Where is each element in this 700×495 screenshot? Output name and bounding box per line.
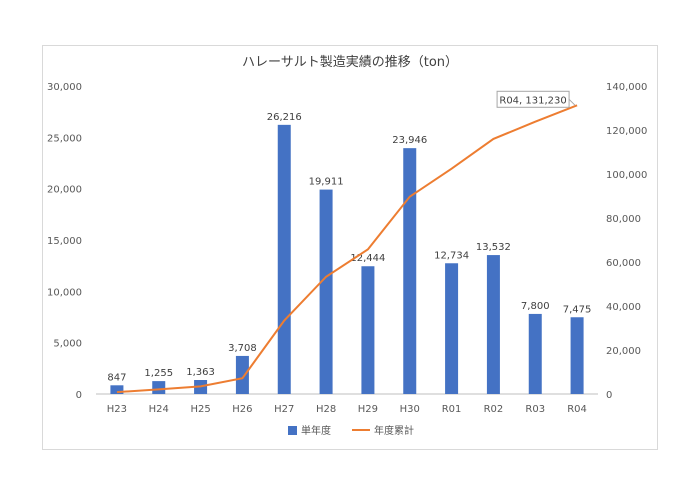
left-tick-label: 10,000 — [47, 287, 82, 298]
left-tick-label: 5,000 — [53, 339, 82, 350]
bar-data-labels: 847 1,255 1,363 3,708 26,216 19,911 12,444 23,9… — [107, 112, 591, 383]
bar — [110, 385, 124, 394]
right-tick-label: 80,000 — [606, 214, 641, 225]
bar — [445, 263, 459, 394]
right-tick-label: 0 — [606, 390, 612, 401]
left-tick-label: 0 — [76, 390, 82, 401]
bar — [570, 317, 584, 394]
left-tick-label: 25,000 — [47, 133, 82, 144]
legend-bar-swatch — [288, 426, 297, 435]
annotation-leader — [568, 98, 576, 106]
x-tick-label: R01 — [442, 404, 462, 415]
x-tick-label: H24 — [149, 404, 169, 415]
right-axis-ticks: 0 20,000 40,000 60,000 80,000 100,000 120,000 1… — [606, 82, 647, 401]
bar — [277, 124, 291, 395]
legend-bar-label: 単年度 — [301, 424, 331, 437]
x-axis-ticks: H23 H24 H25 H26 H27 H28 H29 H30 R01 R02 R03 R04 — [107, 404, 587, 415]
x-tick-label: R03 — [525, 404, 545, 415]
left-tick-label: 20,000 — [47, 185, 82, 196]
bar — [403, 148, 417, 394]
x-tick-label: H23 — [107, 404, 127, 415]
cumulative-line — [116, 104, 578, 394]
x-tick-label: H25 — [190, 404, 210, 415]
x-tick-label: H29 — [358, 404, 378, 415]
bar-data-label: 847 — [107, 372, 126, 383]
bar-data-label: 7,475 — [563, 304, 592, 315]
chart-title: ハレーサルト製造実績の推移（ton） — [242, 54, 458, 70]
right-tick-label: 120,000 — [606, 126, 647, 137]
annotation-text: R04, 131,230 — [499, 95, 566, 106]
bar-data-label: 19,911 — [309, 177, 344, 188]
left-tick-label: 30,000 — [47, 82, 82, 93]
bar-data-label: 12,734 — [434, 250, 469, 261]
right-tick-label: 60,000 — [606, 258, 641, 269]
bar-data-label: 23,946 — [392, 135, 427, 146]
bar-data-label: 7,800 — [521, 301, 550, 312]
legend: 単年度 年度累計 — [288, 424, 414, 437]
right-tick-label: 20,000 — [606, 346, 641, 357]
bar — [528, 313, 542, 394]
bar-series — [110, 124, 584, 395]
left-axis-ticks: 0 5,000 10,000 15,000 20,000 25,000 30,000 — [47, 82, 82, 401]
bar — [486, 255, 500, 394]
x-tick-label: H30 — [400, 404, 420, 415]
bar-data-label: 12,444 — [350, 253, 385, 264]
right-tick-label: 40,000 — [606, 302, 641, 313]
legend-line-label: 年度累計 — [374, 424, 414, 437]
bar — [361, 266, 375, 394]
bar-data-label: 13,532 — [476, 242, 511, 253]
right-tick-label: 100,000 — [606, 170, 647, 181]
bar-data-label: 1,363 — [186, 367, 215, 378]
x-tick-label: R02 — [484, 404, 504, 415]
x-tick-label: H27 — [274, 404, 294, 415]
bar-data-label: 3,708 — [228, 343, 257, 354]
bar-data-label: 26,216 — [267, 112, 302, 123]
x-tick-label: H26 — [232, 404, 252, 415]
left-tick-label: 15,000 — [47, 236, 82, 247]
annotation-callout: R04, 131,230 — [496, 90, 576, 108]
bar-data-label: 1,255 — [144, 368, 173, 379]
chart-frame — [42, 45, 658, 450]
bar — [152, 381, 166, 394]
x-tick-label: R04 — [567, 404, 587, 415]
bar — [319, 189, 333, 394]
bar — [235, 355, 249, 394]
right-tick-label: 140,000 — [606, 82, 647, 93]
x-tick-label: H28 — [316, 404, 336, 415]
